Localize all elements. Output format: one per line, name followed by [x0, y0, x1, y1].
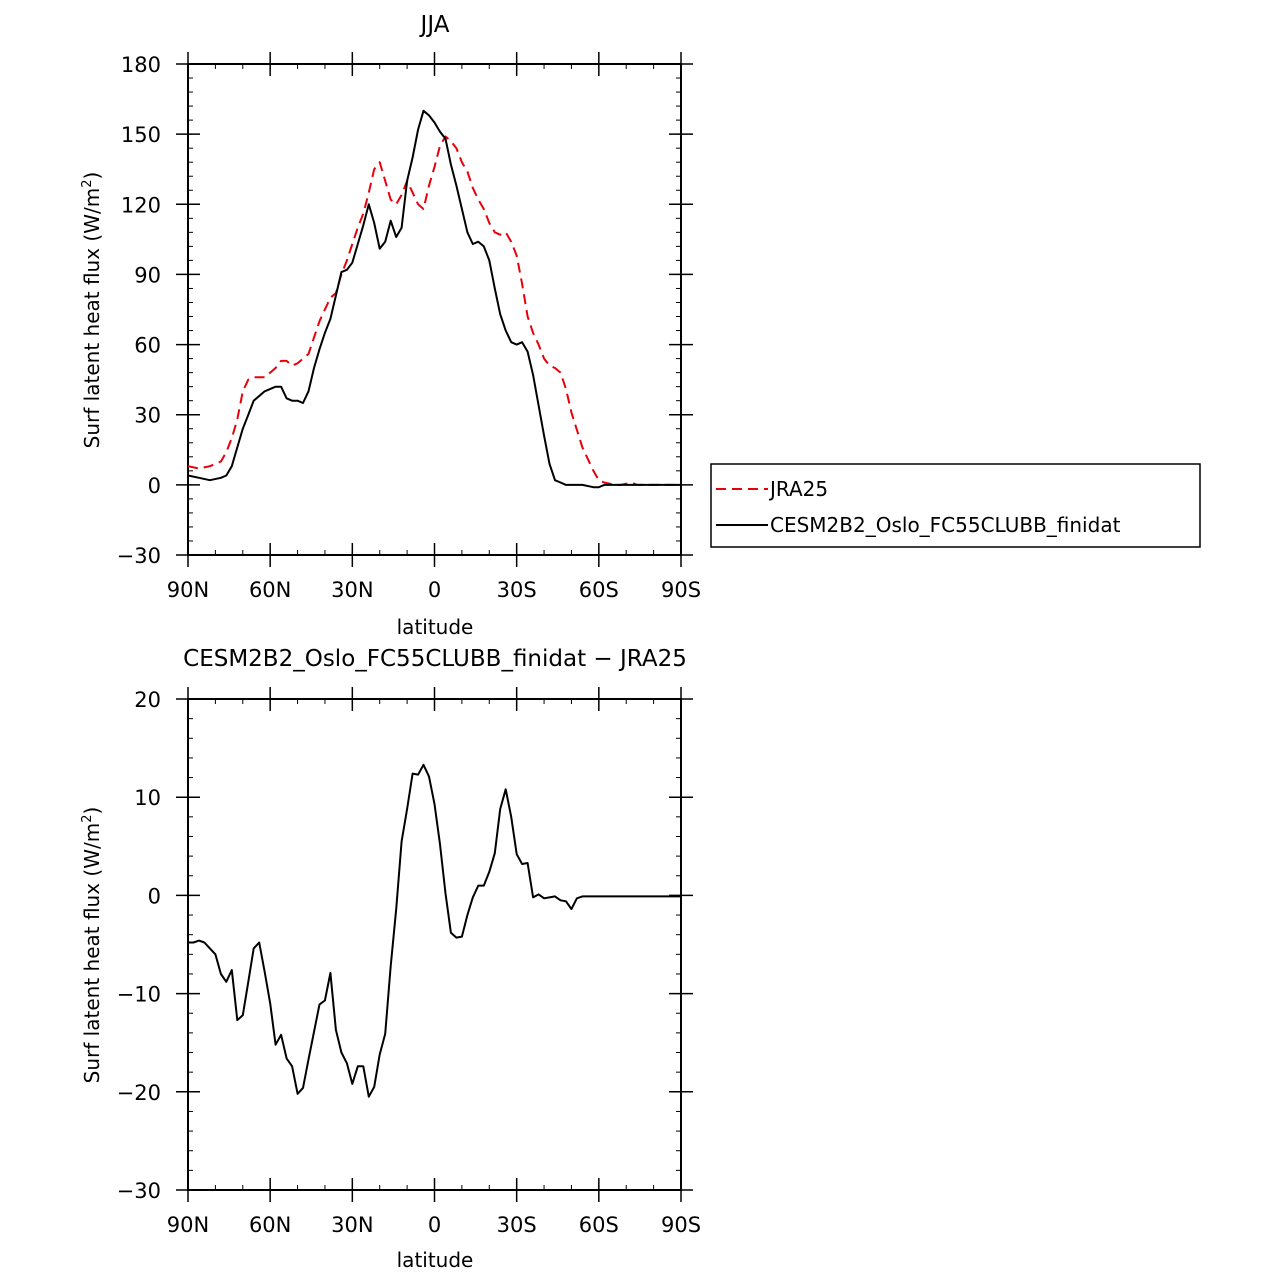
x-tick-label: 90S [661, 578, 701, 602]
x-tick-label: 30S [497, 1213, 537, 1237]
legend-box [710, 463, 1201, 548]
bottom-chart-x-ticks: 90N 60N 30N 0 30S 60S 90S [167, 687, 701, 1237]
top-chart-x-ticks: 90N 60N 30N 0 30S 60S 90S [167, 52, 701, 602]
y-tick-label: 20 [134, 688, 161, 712]
bottom-chart-title: CESM2B2_Oslo_FC55CLUBB_finidat − JRA25 [183, 646, 687, 672]
bottom-chart-series [188, 763, 681, 1098]
x-tick-label: 30S [497, 578, 537, 602]
x-tick-label: 60N [249, 1213, 291, 1237]
bottom-chart-y-ticks: −30 −20 −10 0 10 20 [117, 688, 693, 1203]
top-chart-x-axis-label: latitude [397, 615, 474, 639]
y-tick-label: −10 [117, 983, 161, 1007]
y-tick-label: 0 [148, 884, 161, 908]
x-tick-label: 30N [331, 578, 373, 602]
top-chart-legend: JRA25 CESM2B2_Oslo_FC55CLUBB_finidat [710, 463, 1201, 548]
y-tick-label: −30 [117, 544, 161, 568]
bottom-chart-y-axis-label: Surf latent heat flux (W/m2) [80, 807, 104, 1084]
top-chart-title: JJA [419, 12, 450, 38]
bottom-chart-panel: CESM2B2_Oslo_FC55CLUBB_finidat − JRA25 −… [80, 646, 701, 1272]
y-tick-label: 120 [121, 193, 161, 217]
y-tick-label: 180 [121, 53, 161, 77]
y-tick-label: 60 [134, 334, 161, 358]
top-chart-plot-frame [187, 63, 682, 556]
x-tick-label: 60S [579, 578, 619, 602]
top-chart-y-axis-label: Surf latent heat flux (W/m2) [80, 172, 104, 449]
x-tick-label: 90S [661, 1213, 701, 1237]
bottom-chart-x-axis-label: latitude [397, 1248, 474, 1272]
series-line-cesm2b2-oslo-fc55clubb-finidat [187, 109, 681, 489]
top-chart-series [187, 109, 681, 489]
y-tick-label: −20 [117, 1081, 161, 1105]
series-line-difference [188, 763, 681, 1098]
x-tick-label: 0 [428, 578, 441, 602]
x-tick-label: 90N [167, 578, 209, 602]
legend-label-cesm: CESM2B2_Oslo_FC55CLUBB_finidat [770, 513, 1121, 537]
x-tick-label: 30N [331, 1213, 373, 1237]
x-tick-label: 60N [249, 578, 291, 602]
top-chart-panel: JJA −30 0 30 60 90 120 150 180 90N 60N 30N 0 30S 60S… [80, 12, 1201, 639]
y-tick-label: 0 [148, 474, 161, 498]
series-line-jra25 [187, 135, 681, 486]
y-tick-label: −30 [117, 1179, 161, 1203]
x-tick-label: 0 [428, 1213, 441, 1237]
y-tick-label: 150 [121, 123, 161, 147]
y-tick-label: 10 [134, 786, 161, 810]
x-tick-label: 90N [167, 1213, 209, 1237]
y-tick-label: 30 [134, 404, 161, 428]
legend-label-jra25: JRA25 [768, 477, 828, 501]
y-tick-label: 90 [134, 263, 161, 287]
bottom-chart-plot-frame [187, 698, 682, 1191]
x-tick-label: 60S [579, 1213, 619, 1237]
top-chart-y-ticks: −30 0 30 60 90 120 150 180 [117, 53, 693, 568]
